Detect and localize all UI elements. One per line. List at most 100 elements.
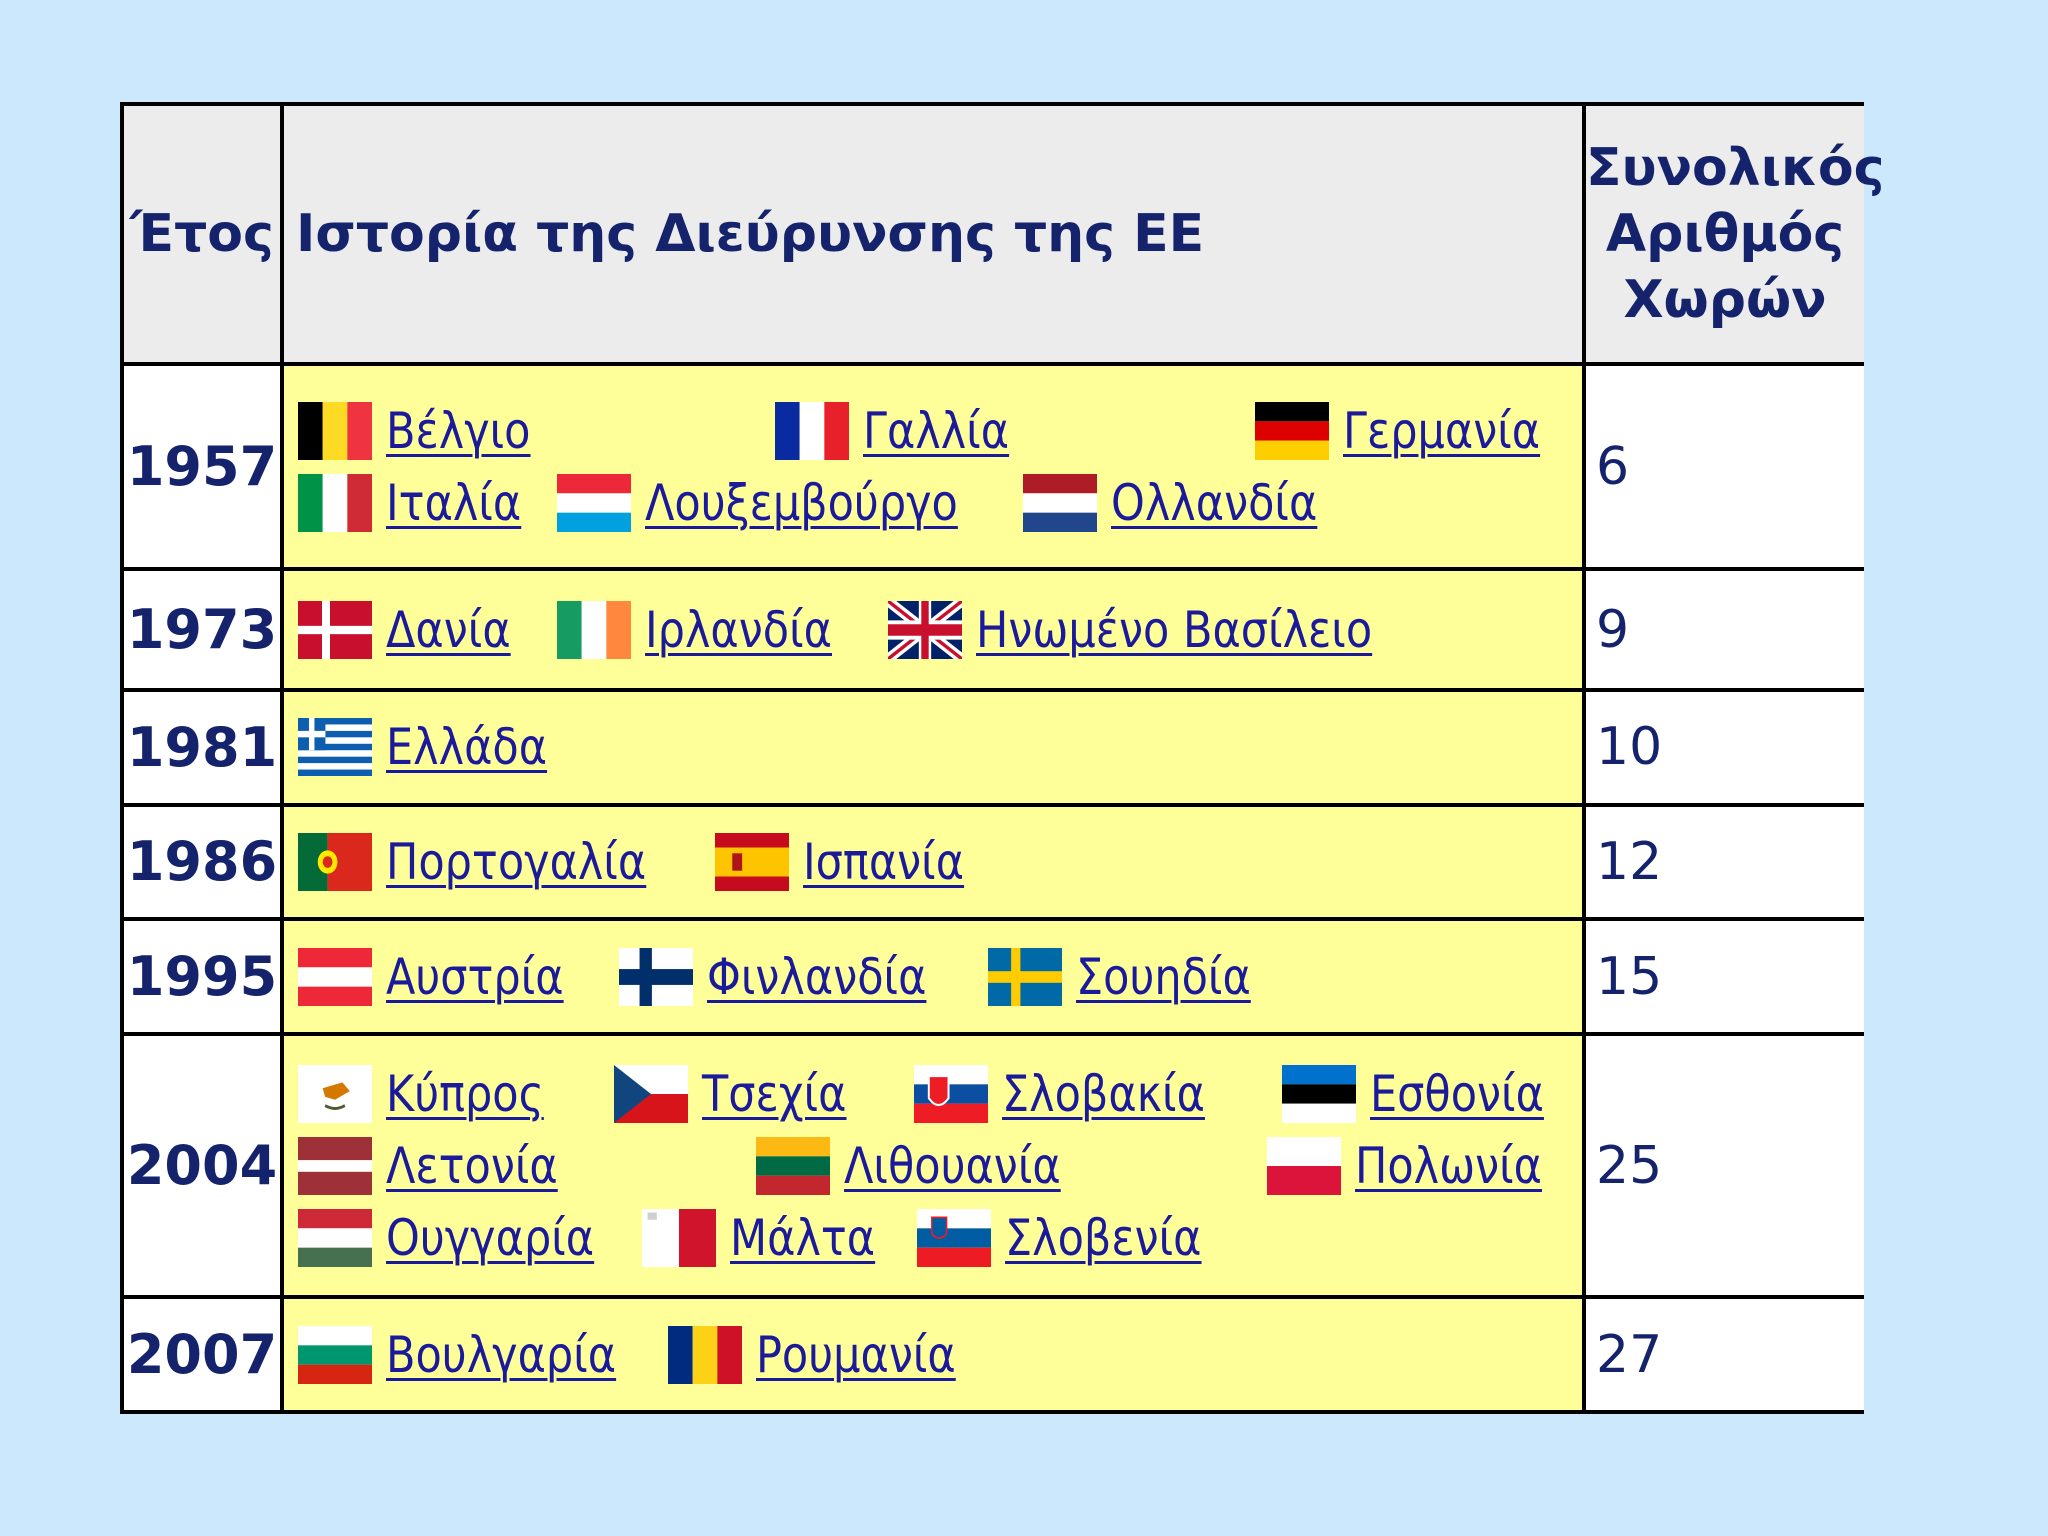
table-row-1973: 1973 Δανία Ιρλανδία Ηνωμένο Βασίλειο 9 [120,567,1864,692]
country-finland[interactable]: Φινλανδία [618,947,962,1006]
country-line: Ιταλία Λουξεμβούργο Ολλανδία [298,467,1572,539]
eu-enlargement-table: Έτος Ιστορία της Διεύρυνσης της ΕΕ Συνολ… [120,102,1885,1414]
country-denmark[interactable]: Δανία [298,600,531,659]
country-link[interactable]: Γερμανία [1342,401,1540,460]
country-cyprus[interactable]: Κύπρος [298,1064,570,1123]
total-header-line3: Χωρών [1623,270,1827,330]
country-greece[interactable]: Ελλάδα [298,718,573,777]
country-line: Πορτογαλία Ισπανία [298,826,1572,898]
country-netherlands[interactable]: Ολλανδία [1023,473,1351,532]
country-austria[interactable]: Αυστρία [298,947,593,1006]
country-link[interactable]: Ιρλανδία [644,600,832,659]
country-link[interactable]: Τσεχία [701,1064,847,1123]
country-romania[interactable]: Ρουμανία [667,1325,988,1384]
malta-flag-icon [642,1208,717,1267]
country-bulgaria[interactable]: Βουλγαρία [298,1325,654,1384]
country-link[interactable]: Σλοβακία [1001,1064,1205,1123]
table-row-2004: 2004 Κύπρος Τσεχία Σλοβακία Εσθονία Λετο… [120,1031,1864,1300]
netherlands-flag-icon [1023,473,1098,532]
total-cell: 9 [1582,567,1864,692]
country-spain[interactable]: Ισπανία [714,832,990,891]
country-line: Βουλγαρία Ρουμανία [298,1319,1572,1391]
country-link[interactable]: Ελλάδα [386,718,548,777]
country-latvia[interactable]: Λετονία [298,1136,586,1195]
country-line: Ουγγαρία Μάλτα Σλοβενία [298,1202,1572,1274]
total-cell: 10 [1582,687,1864,807]
country-ireland[interactable]: Ιρλανδία [556,600,862,659]
germany-flag-icon [1254,401,1329,460]
country-link[interactable]: Βέλγιο [386,401,531,460]
country-luxembourg[interactable]: Λουξεμβούργο [557,473,1009,532]
total-cell: 6 [1582,361,1864,572]
country-link[interactable]: Εσθονία [1369,1064,1544,1123]
country-link[interactable]: Βουλγαρία [386,1325,617,1384]
ireland-flag-icon [556,600,631,659]
country-belgium[interactable]: Βέλγιο [298,401,554,460]
country-link[interactable]: Ισπανία [802,832,964,891]
country-link[interactable]: Ιταλία [386,473,522,532]
country-link[interactable]: Λετονία [386,1136,558,1195]
country-link[interactable]: Ολλανδία [1111,473,1318,532]
total-cell: 27 [1582,1295,1864,1414]
country-lithuania[interactable]: Λιθουανία [756,1136,1096,1195]
country-link[interactable]: Ηνωμένο Βασίλειο [976,600,1373,659]
history-column-header: Ιστορία της Διεύρυνσης της ΕΕ [280,102,1586,366]
country-estonia[interactable]: Εσθονία [1281,1064,1572,1123]
country-hungary[interactable]: Ουγγαρία [298,1208,628,1267]
slovenia-flag-icon [916,1208,991,1267]
year-cell: 1957 [120,361,284,572]
country-link[interactable]: Δανία [386,600,511,659]
country-line: Ελλάδα [298,711,1572,783]
austria-flag-icon [298,947,372,1006]
countries-cell: Κύπρος Τσεχία Σλοβακία Εσθονία Λετονία Λ… [280,1031,1586,1300]
country-link[interactable]: Λουξεμβούργο [645,473,959,532]
country-czech[interactable]: Τσεχία [613,1064,870,1123]
table-row-1986: 1986 Πορτογαλία Ισπανία 12 [120,802,1864,922]
country-line: Κύπρος Τσεχία Σλοβακία Εσθονία [298,1058,1572,1130]
country-link[interactable]: Γαλλία [863,401,1010,460]
country-uk[interactable]: Ηνωμένο Βασίλειο [888,600,1437,659]
total-cell: 15 [1582,917,1864,1036]
country-link[interactable]: Σλοβενία [1004,1208,1202,1267]
latvia-flag-icon [298,1136,372,1195]
estonia-flag-icon [1281,1064,1356,1123]
portugal-flag-icon [298,832,372,891]
country-link[interactable]: Φινλανδία [706,947,926,1006]
countries-cell: Πορτογαλία Ισπανία [280,802,1586,922]
country-line: Βέλγιο Γαλλία Γερμανία [298,395,1572,467]
country-france[interactable]: Γαλλία [775,401,1033,460]
country-sweden[interactable]: Σουηδία [987,947,1279,1006]
country-malta[interactable]: Μάλτα [642,1208,899,1267]
country-line: Λετονία Λιθουανία Πολωνία [298,1130,1572,1202]
table-row-1995: 1995 Αυστρία Φινλανδία Σουηδία 15 [120,917,1864,1036]
countries-cell: Δανία Ιρλανδία Ηνωμένο Βασίλειο [280,567,1586,692]
country-link[interactable]: Αυστρία [386,947,564,1006]
country-link[interactable]: Πολωνία [1354,1136,1542,1195]
country-link[interactable]: Πορτογαλία [386,832,647,891]
country-slovakia[interactable]: Σλοβακία [913,1064,1238,1123]
year-cell: 1995 [120,917,284,1036]
country-link[interactable]: Λιθουανία [844,1136,1061,1195]
country-portugal[interactable]: Πορτογαλία [298,832,689,891]
country-link[interactable]: Κύπρος [386,1064,544,1123]
total-header-line1: Συνολικός [1586,138,1885,198]
czech-flag-icon [613,1064,688,1123]
uk-flag-icon [888,600,963,659]
total-column-header: Συνολικός Αριθμός Χωρών [1582,102,1885,366]
luxembourg-flag-icon [557,473,632,532]
hungary-flag-icon [298,1208,372,1267]
country-link[interactable]: Μάλτα [730,1208,876,1267]
countries-cell: Ελλάδα [280,687,1586,807]
country-italy[interactable]: Ιταλία [298,473,543,532]
country-poland[interactable]: Πολωνία [1266,1136,1572,1195]
country-link[interactable]: Ρουμανία [755,1325,956,1384]
cyprus-flag-icon [298,1064,372,1123]
country-slovenia[interactable]: Σλοβενία [916,1208,1234,1267]
country-link[interactable]: Ουγγαρία [386,1208,595,1267]
greece-flag-icon [298,718,372,777]
year-cell: 2004 [120,1031,284,1300]
country-link[interactable]: Σουηδία [1075,947,1251,1006]
romania-flag-icon [667,1325,742,1384]
country-germany[interactable]: Γερμανία [1254,401,1572,460]
slovakia-flag-icon [913,1064,988,1123]
